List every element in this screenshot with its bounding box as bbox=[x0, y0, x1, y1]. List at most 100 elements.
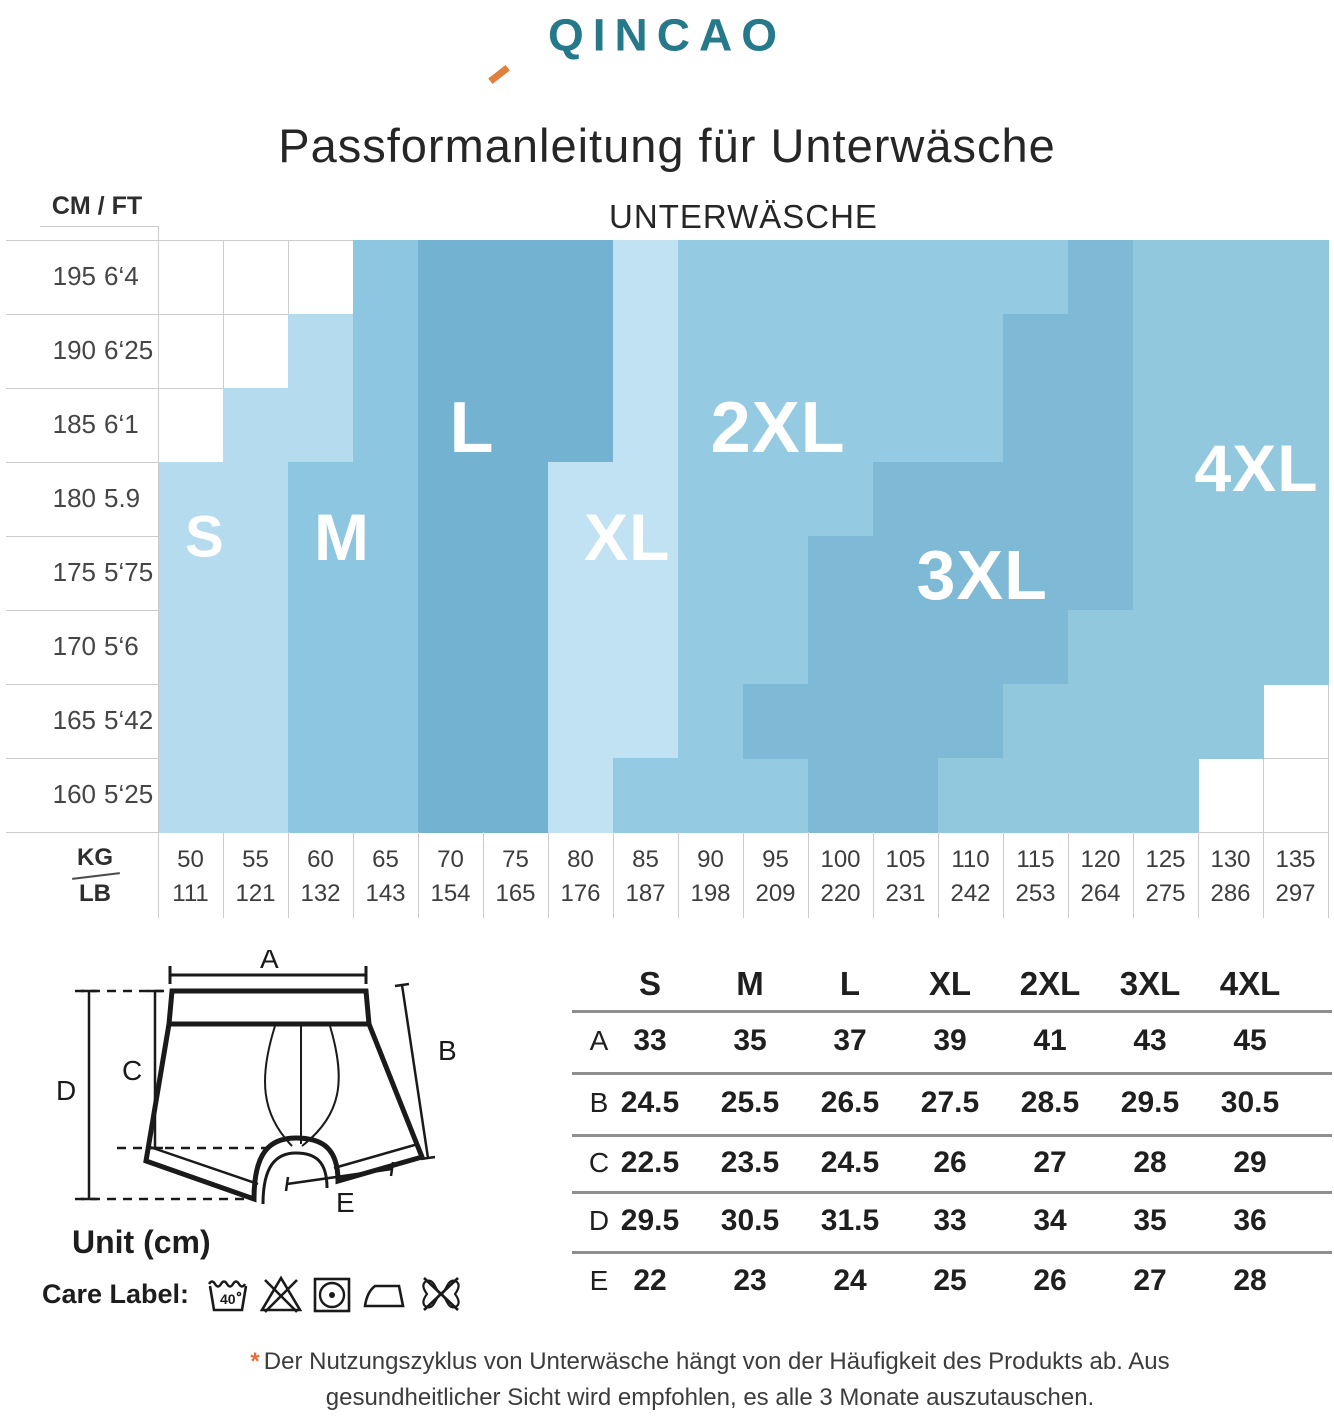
size-region-rect bbox=[1068, 240, 1134, 611]
weight-kg-value: 85 bbox=[632, 846, 659, 873]
height-cm-value: 175 bbox=[52, 556, 96, 587]
axis-row-line bbox=[6, 610, 158, 611]
logo-accent-mark bbox=[488, 64, 510, 85]
weight-kg-value: 60 bbox=[307, 846, 334, 873]
table-col-header: XL bbox=[928, 965, 972, 1002]
axis-col-line bbox=[353, 832, 354, 918]
size-region-rect bbox=[158, 462, 224, 833]
weight-lb-value: 198 bbox=[690, 880, 731, 907]
size-region-rect bbox=[873, 240, 939, 463]
size-region-rect bbox=[743, 758, 809, 833]
table-value: 30.5 bbox=[720, 1204, 780, 1237]
height-cm-value: 170 bbox=[52, 630, 96, 661]
table-value: 26 bbox=[1033, 1264, 1067, 1297]
weight-lb-value: 176 bbox=[560, 880, 601, 907]
axis-col-line bbox=[223, 832, 224, 918]
table-value: 25.5 bbox=[720, 1086, 780, 1119]
table-separator-line bbox=[572, 1251, 1332, 1254]
size-region-label: L bbox=[449, 387, 495, 468]
size-region-rect bbox=[873, 462, 939, 833]
table-value: 29.5 bbox=[620, 1204, 680, 1237]
weight-kg-value: 130 bbox=[1210, 846, 1251, 873]
table-value: 27 bbox=[1033, 1145, 1067, 1179]
axis-col-line bbox=[873, 832, 874, 918]
care-label-text: Care Label: bbox=[42, 1278, 190, 1309]
size-region-rect bbox=[548, 240, 614, 463]
table-separator-line bbox=[572, 1134, 1332, 1137]
height-cm-value: 160 bbox=[52, 778, 96, 809]
weight-lb-value: 297 bbox=[1275, 880, 1316, 907]
size-region-rect bbox=[1068, 610, 1329, 685]
weight-kg-value: 115 bbox=[1016, 846, 1055, 873]
axis-row-line bbox=[6, 758, 158, 759]
x-axis-lb-label: LB bbox=[79, 880, 111, 907]
footnote-marker: * bbox=[250, 1348, 260, 1375]
weight-kg-value: 135 bbox=[1275, 846, 1316, 873]
table-separator-line bbox=[572, 1010, 1332, 1013]
weight-kg-value: 90 bbox=[697, 846, 724, 873]
table-value: 35 bbox=[733, 1024, 767, 1057]
size-region-label: S bbox=[184, 504, 225, 570]
x-axis-kg-label: KG bbox=[77, 844, 113, 871]
axis-col-line bbox=[808, 832, 809, 918]
table-row-label: A bbox=[589, 1025, 609, 1056]
page-title: Passformanleitung für Unterwäsche bbox=[278, 119, 1056, 172]
care-label-row: Care Label: 40 bbox=[42, 1272, 465, 1316]
weight-lb-value: 264 bbox=[1080, 880, 1121, 907]
height-ft-value: 6‘1 bbox=[104, 408, 139, 439]
brand-logo-text: QINCAO bbox=[548, 9, 786, 61]
dim-label-e: E bbox=[336, 1187, 355, 1218]
table-row-label: B bbox=[589, 1087, 609, 1118]
table-value: 35 bbox=[1133, 1204, 1167, 1237]
table-col-header: 2XL bbox=[1019, 965, 1081, 1002]
size-region-label: 4XL bbox=[1194, 430, 1319, 505]
weight-kg-value: 110 bbox=[951, 846, 990, 873]
weight-lb-value: 209 bbox=[755, 880, 796, 907]
dim-label-d: D bbox=[56, 1075, 76, 1106]
weight-lb-value: 111 bbox=[172, 880, 209, 907]
wash-tub-40-icon: 40 bbox=[208, 1280, 248, 1312]
height-cm-value: 195 bbox=[52, 260, 96, 291]
height-cm-value: 190 bbox=[52, 334, 96, 365]
size-region-rect bbox=[223, 388, 289, 833]
boxer-shorts-diagram: A B C D E bbox=[56, 950, 457, 1218]
table-value: 28.5 bbox=[1020, 1086, 1080, 1119]
tumble-dry-dot-icon bbox=[313, 1277, 351, 1313]
weight-lb-value: 253 bbox=[1015, 880, 1056, 907]
footnote-line2: gesundheitlicher Sicht wird empfohlen, e… bbox=[325, 1384, 1095, 1411]
y-axis-row: 190 6‘25 bbox=[0, 314, 158, 388]
axis-col-line bbox=[548, 832, 549, 918]
size-region-rect bbox=[808, 536, 874, 833]
weight-lb-value: 187 bbox=[625, 880, 666, 907]
size-region-rect bbox=[743, 240, 809, 685]
weight-kg-value: 75 bbox=[502, 846, 529, 873]
table-value: 39 bbox=[933, 1024, 967, 1057]
weight-lb-value: 275 bbox=[1145, 880, 1186, 907]
size-region-rect bbox=[743, 684, 809, 759]
y-axis-row: 185 6‘1 bbox=[0, 388, 158, 462]
size-region-label: 3XL bbox=[916, 536, 1048, 615]
table-value: 27 bbox=[1133, 1264, 1167, 1297]
height-cm-value: 180 bbox=[52, 482, 96, 513]
table-value: 22 bbox=[633, 1264, 667, 1297]
height-ft-value: 5‘6 bbox=[104, 630, 139, 661]
weight-lb-value: 286 bbox=[1210, 880, 1251, 907]
size-region-rect bbox=[938, 462, 1004, 759]
dim-label-b: B bbox=[438, 1035, 457, 1066]
table-value: 24 bbox=[833, 1264, 867, 1297]
table-value: 28 bbox=[1133, 1145, 1167, 1179]
size-region-rect bbox=[288, 462, 354, 833]
weight-kg-value: 55 bbox=[242, 846, 269, 873]
unit-label: Unit (cm) bbox=[72, 1224, 211, 1260]
axis-col-line bbox=[678, 832, 679, 918]
table-row-label: E bbox=[589, 1265, 609, 1296]
footnote: * Der Nutzungszyklus von Unterwäsche häng… bbox=[170, 1344, 1250, 1416]
table-col-header: S bbox=[638, 965, 661, 1002]
size-region-rect bbox=[1003, 240, 1069, 315]
size-region-rect bbox=[353, 240, 419, 833]
table-value: 29.5 bbox=[1120, 1086, 1180, 1119]
table-value: 26 bbox=[933, 1145, 967, 1179]
height-ft-value: 6‘25 bbox=[104, 334, 154, 365]
size-region-rect bbox=[613, 758, 679, 833]
